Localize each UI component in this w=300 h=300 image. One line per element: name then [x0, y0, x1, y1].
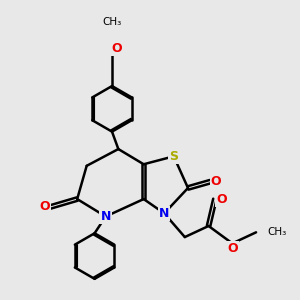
Text: O: O [111, 42, 122, 55]
Text: O: O [227, 242, 238, 255]
Text: CH₃: CH₃ [267, 227, 286, 237]
Text: N: N [100, 210, 111, 223]
Text: O: O [211, 175, 221, 188]
Text: CH₃: CH₃ [102, 16, 122, 26]
Text: O: O [216, 193, 226, 206]
Text: O: O [39, 200, 50, 214]
Text: N: N [159, 207, 169, 220]
Text: S: S [169, 150, 178, 163]
